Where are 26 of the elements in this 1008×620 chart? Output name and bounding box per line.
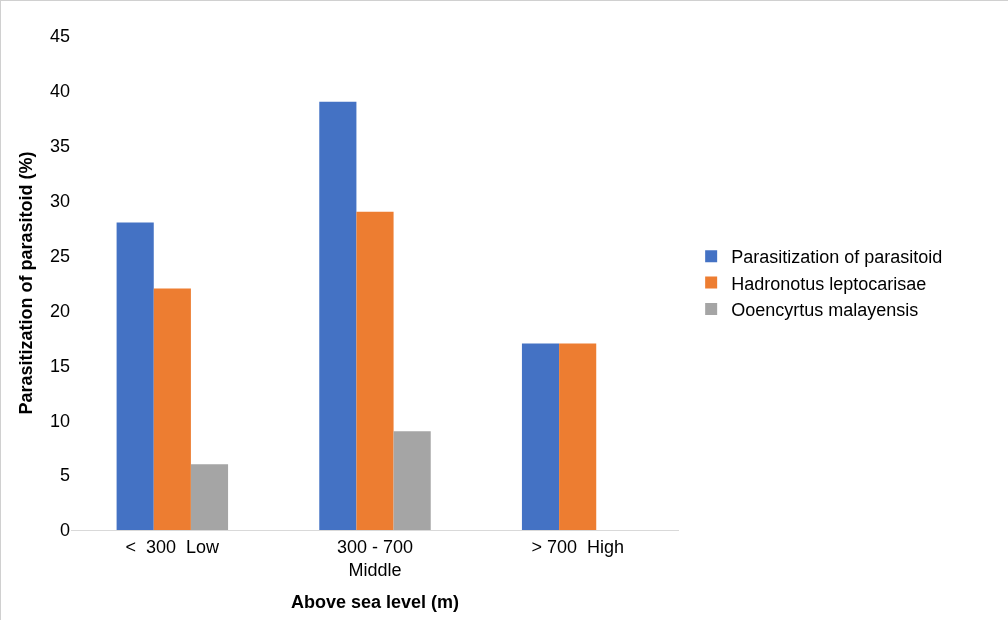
y-tick-label: 10 <box>49 410 70 431</box>
bar <box>521 343 560 530</box>
bar <box>393 431 431 530</box>
y-tick-label: 35 <box>49 136 70 157</box>
bar <box>153 288 191 530</box>
bar <box>356 211 394 530</box>
y-tick-label: 15 <box>49 355 70 376</box>
bar <box>190 464 229 530</box>
bar <box>319 101 357 530</box>
legend-label: Ooencyrtus malayensis <box>731 300 919 321</box>
y-tick-label: 45 <box>49 26 70 47</box>
bar <box>116 222 154 530</box>
y-tick-label: 25 <box>49 245 70 266</box>
x-tick-label: 300 - 700 Middle <box>336 536 414 580</box>
x-tick-label: > 700 High <box>531 536 624 557</box>
y-tick-label: 5 <box>59 465 70 486</box>
y-axis-title: Parasitization of parasitoid (%) <box>16 151 37 415</box>
y-tick-label: 30 <box>49 190 70 211</box>
legend-label: Hadronotus leptocarisae <box>731 273 927 294</box>
bar <box>559 343 597 530</box>
y-tick-label: 20 <box>49 300 70 321</box>
x-tick-label: < 300 Low <box>125 536 221 557</box>
y-tick-label: 40 <box>49 81 70 102</box>
y-tick-label: 0 <box>59 520 70 541</box>
legend-label: Parasitization of parasitoid <box>731 247 943 268</box>
x-axis-title: Above sea level (m) <box>290 592 460 613</box>
